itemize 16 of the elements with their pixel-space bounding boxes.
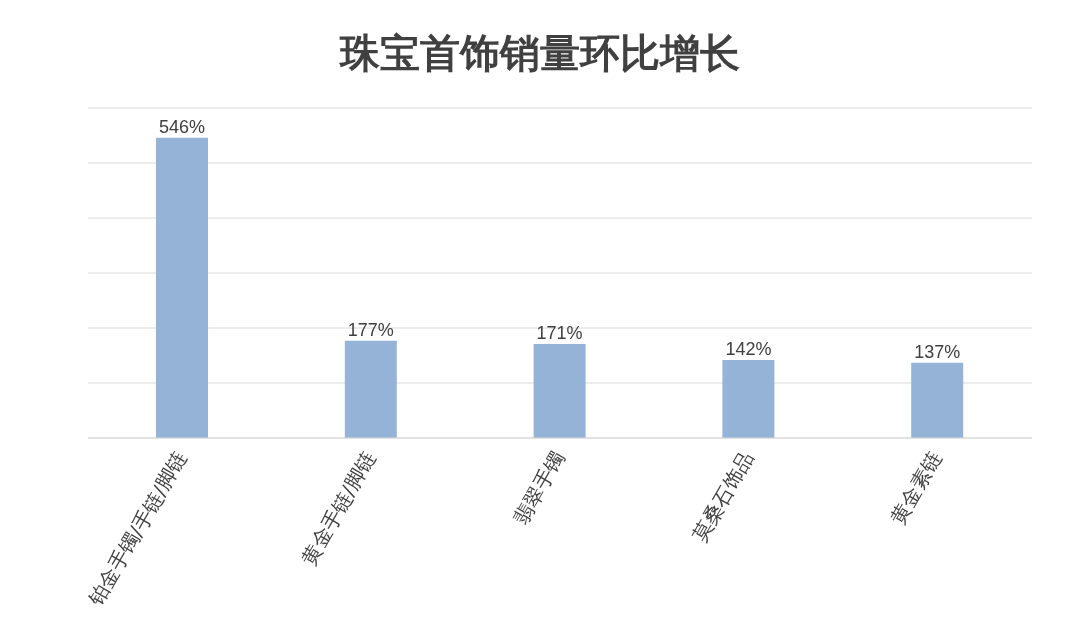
x-tick-label: 翡翠手镯: [508, 447, 570, 529]
data-label: 171%: [536, 322, 583, 343]
bar: [156, 137, 208, 438]
data-label: 137%: [914, 341, 961, 362]
bar: [533, 343, 586, 438]
x-tick-label: 黄金手链/脚链: [296, 447, 381, 570]
bar: [911, 362, 964, 438]
bar: [722, 359, 775, 438]
data-label: 142%: [725, 338, 772, 359]
chart-title: 珠宝首饰销量环比增长: [338, 29, 741, 78]
x-tick-label: 黄金素链: [885, 447, 947, 529]
bar: [344, 340, 397, 438]
x-tick-label: 莫桑石饰品: [687, 447, 758, 546]
x-tick-label: 铂金手镯/手链/脚链: [83, 447, 192, 611]
data-label: 177%: [347, 319, 394, 340]
data-label: 546%: [158, 116, 206, 137]
